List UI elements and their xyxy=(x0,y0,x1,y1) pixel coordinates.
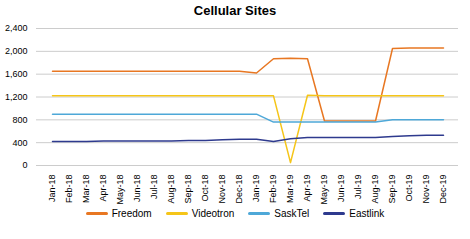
svg-text:800: 800 xyxy=(12,115,27,125)
svg-text:Oct-19: Oct-19 xyxy=(404,175,414,202)
svg-text:2,000: 2,000 xyxy=(5,46,28,56)
svg-text:Nov-19: Nov-19 xyxy=(421,175,431,204)
svg-text:Mar-18: Mar-18 xyxy=(81,175,91,204)
svg-text:Aug-18: Aug-18 xyxy=(166,175,176,204)
svg-text:1,600: 1,600 xyxy=(5,69,28,79)
svg-text:May-19: May-19 xyxy=(319,175,329,205)
svg-text:Jan-19: Jan-19 xyxy=(251,175,261,203)
svg-text:Aug-19: Aug-19 xyxy=(370,175,380,204)
svg-text:0: 0 xyxy=(22,160,27,170)
html-text:Cellular Sites: Cellular Sites xyxy=(193,3,277,18)
svg-text:May-18: May-18 xyxy=(115,175,125,205)
svg-text:Jun-19: Jun-19 xyxy=(336,175,346,203)
svg-text:Jul-19: Jul-19 xyxy=(353,175,363,200)
svg-text:Jun-18: Jun-18 xyxy=(132,175,142,203)
svg-text:Oct-18: Oct-18 xyxy=(200,175,210,202)
svg-text:1,200: 1,200 xyxy=(5,92,28,102)
svg-text:Nov-18: Nov-18 xyxy=(217,175,227,204)
svg-text:Dec-18: Dec-18 xyxy=(234,175,244,204)
html-text:Eastlink: Eastlink xyxy=(349,207,385,219)
html-text:SaskTel: SaskTel xyxy=(274,207,310,219)
svg-text:2,400: 2,400 xyxy=(5,23,28,33)
svg-text:Jan-18: Jan-18 xyxy=(47,175,57,203)
svg-text:Dec-19: Dec-19 xyxy=(438,175,448,204)
svg-text:Jul-18: Jul-18 xyxy=(149,175,159,200)
svg-text:Sep-19: Sep-19 xyxy=(387,175,397,204)
svg-text:Feb-19: Feb-19 xyxy=(268,175,278,204)
svg-text:400: 400 xyxy=(12,138,27,148)
html-text:Freedom: Freedom xyxy=(111,207,152,219)
svg-text:Apr-18: Apr-18 xyxy=(98,175,108,202)
html-text:Videotron: Videotron xyxy=(191,207,235,219)
svg-text:Mar-19: Mar-19 xyxy=(285,175,295,204)
svg-text:Sep-18: Sep-18 xyxy=(183,175,193,204)
svg-text:Apr-19: Apr-19 xyxy=(302,175,312,202)
svg-text:Feb-18: Feb-18 xyxy=(64,175,74,204)
